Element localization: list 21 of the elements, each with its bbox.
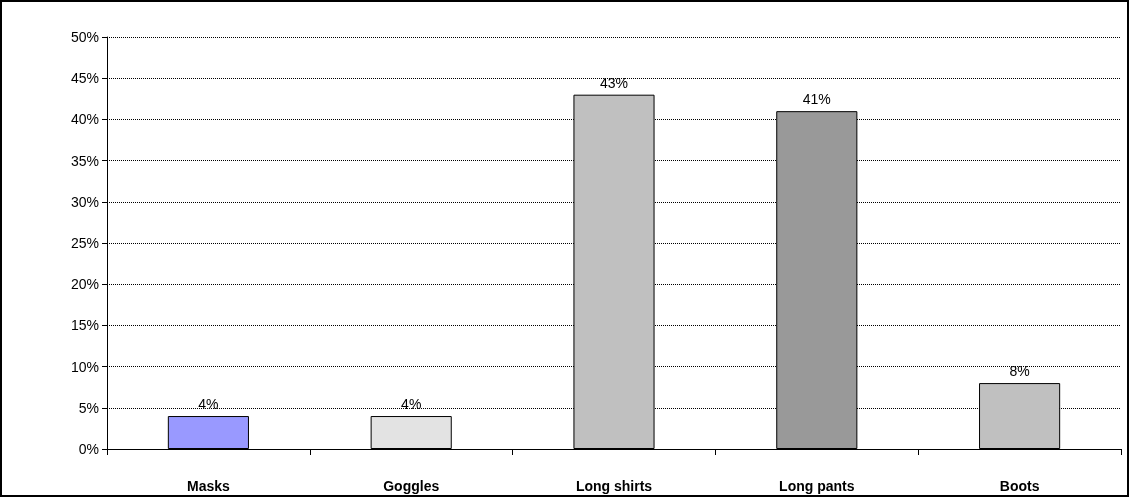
y-tick-label: 20% [70,276,99,293]
y-tick-label: 45% [70,70,99,87]
y-tick-label: 15% [70,317,99,334]
y-tick-label: 0% [78,441,99,457]
x-tick-label: Long shirts [575,478,653,494]
x-tick-label: Masks [186,478,231,494]
y-tick-label: 25% [70,235,99,251]
x-tick-label: Goggles [383,478,440,494]
y-tick-label: 5% [78,399,99,416]
y-tick-label: 10% [70,358,99,375]
x-tick-label: Boots [999,478,1040,494]
data-label: 8% [1009,363,1030,380]
data-label: 4% [198,396,219,413]
y-tick-label: 40% [70,111,99,128]
y-tick-label: 50% [70,29,99,45]
data-label: 41% [802,91,831,108]
data-label: 4% [401,396,422,413]
data-label: 43% [599,74,629,91]
y-tick-label: 30% [70,193,99,210]
y-tick-label: 35% [70,152,99,169]
x-tick-label: Long pants [779,478,855,494]
